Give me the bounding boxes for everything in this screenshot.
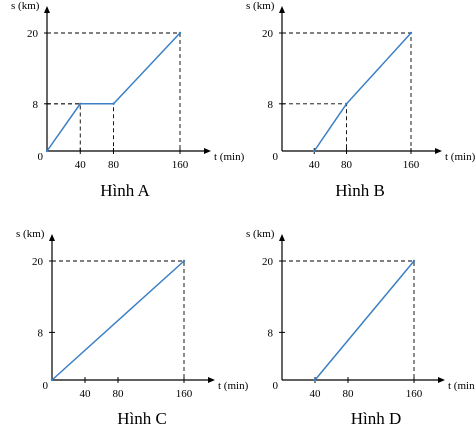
data-point — [45, 149, 49, 153]
data-point — [412, 259, 416, 263]
data-point — [178, 31, 182, 35]
x-tick-label: 80 — [341, 159, 353, 171]
x-axis-label: t (min) — [218, 380, 249, 392]
panel-caption: Hình C — [117, 409, 167, 428]
origin-label: 0 — [38, 151, 44, 163]
y-axis-arrow-icon — [279, 6, 285, 13]
panel-caption: Hình D — [351, 409, 402, 428]
x-tick-label: 160 — [406, 388, 423, 400]
y-tick-label: 8 — [33, 99, 39, 111]
guide-line — [282, 103, 347, 151]
data-point — [79, 102, 82, 106]
y-tick-label: 20 — [32, 256, 44, 268]
guide-line — [47, 32, 181, 151]
origin-label: 0 — [43, 380, 49, 392]
x-tick-label: 160 — [403, 159, 420, 171]
y-axis-label: s (km) — [246, 0, 275, 12]
x-tick-label: 40 — [75, 159, 87, 171]
panel-caption: Hình B — [335, 181, 385, 200]
x-tick-label: 160 — [176, 388, 193, 400]
data-point — [313, 149, 316, 153]
x-tick-label: 40 — [80, 388, 92, 400]
series-line — [313, 32, 412, 152]
x-tick-label: 40 — [310, 388, 322, 400]
data-point — [112, 102, 115, 106]
chart-panel-0: s (km) t (min) 0 40 80 160 8 20 Hình A — [11, 0, 245, 200]
x-axis-label: t (min) — [445, 151, 475, 163]
series-line — [51, 260, 185, 381]
x-axis-arrow-icon — [435, 148, 442, 154]
x-axis-arrow-icon — [208, 377, 215, 383]
y-axis-label: s (km) — [16, 228, 45, 240]
guide-line — [52, 260, 185, 380]
x-tick-label: 80 — [108, 159, 120, 171]
x-tick-label: 80 — [343, 388, 355, 400]
data-point — [409, 31, 413, 35]
origin-label: 0 — [273, 151, 279, 163]
data-point — [182, 259, 186, 263]
y-axis-label: s (km) — [11, 0, 40, 12]
y-axis-arrow-icon — [279, 234, 285, 241]
data-point — [345, 102, 348, 106]
x-tick-label: 80 — [113, 388, 125, 400]
y-axis-arrow-icon — [49, 234, 55, 241]
data-point — [50, 378, 54, 382]
chart-panel-1: s (km) t (min) 0 40 80 160 8 20 Hình B — [246, 0, 475, 200]
series-line — [46, 32, 181, 152]
guide-line — [47, 103, 81, 151]
y-tick-label: 8 — [268, 327, 274, 339]
panel-caption: Hình A — [100, 181, 150, 200]
x-tick-label: 40 — [309, 159, 321, 171]
chart-panel-3: s (km) t (min) 0 40 80 160 8 20 Hình D — [246, 228, 475, 428]
x-axis-arrow-icon — [438, 377, 445, 383]
y-axis-label: s (km) — [246, 228, 275, 240]
series-line — [314, 260, 415, 381]
data-point — [313, 378, 317, 382]
origin-label: 0 — [273, 380, 279, 392]
x-axis-label: t (min) — [448, 380, 475, 392]
y-tick-label: 20 — [27, 28, 39, 40]
guide-line — [282, 260, 415, 380]
y-tick-label: 8 — [38, 327, 44, 339]
y-tick-label: 20 — [262, 256, 274, 268]
x-axis-label: t (min) — [214, 151, 245, 163]
x-axis-arrow-icon — [204, 148, 211, 154]
y-axis-arrow-icon — [44, 6, 50, 13]
y-tick-label: 8 — [268, 99, 274, 111]
chart-panel-2: s (km) t (min) 0 40 80 160 8 20 Hình C — [16, 228, 249, 428]
y-tick-label: 20 — [262, 28, 274, 40]
x-tick-label: 160 — [172, 159, 189, 171]
